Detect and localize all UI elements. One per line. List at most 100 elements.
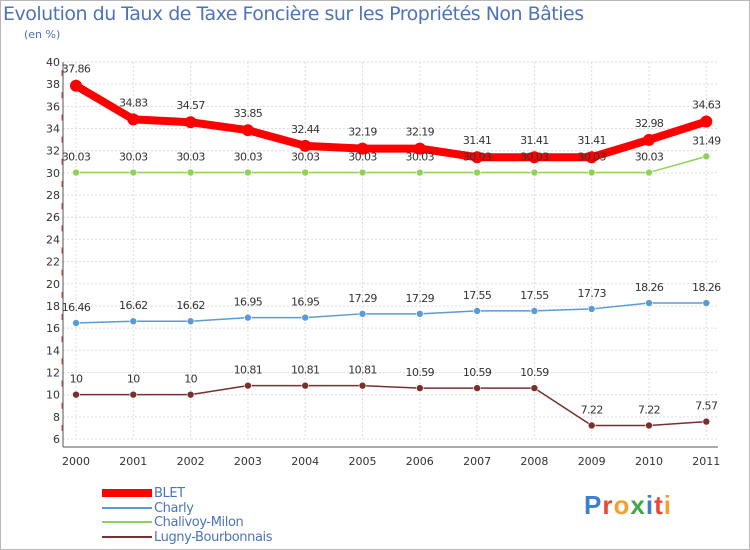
series-line-blet — [72, 81, 711, 162]
data-label: 30.03 — [635, 151, 664, 164]
data-label: 7.22 — [581, 403, 603, 416]
data-label: 10 — [70, 373, 83, 386]
data-label: 17.73 — [577, 287, 606, 300]
data-label: 10.81 — [291, 364, 320, 377]
data-label: 30.03 — [119, 151, 148, 164]
data-label: 10.59 — [463, 366, 492, 379]
x-tick-label: 2009 — [578, 455, 606, 468]
data-point — [244, 381, 252, 390]
data-label: 18.26 — [635, 281, 664, 294]
data-point — [127, 113, 140, 126]
data-label: 7.22 — [638, 403, 660, 416]
data-labels: 37.86 34.83 34.57 33.85 32.44 32.19 32.19 31.41… — [62, 63, 722, 417]
data-label: 37.86 — [62, 63, 91, 76]
data-point — [415, 310, 424, 318]
data-point — [471, 151, 484, 164]
x-tick-label: 2005 — [349, 455, 377, 468]
data-label: 17.29 — [406, 292, 435, 305]
data-label: 30.03 — [62, 151, 91, 164]
data-point — [645, 299, 653, 307]
data-label: 30.03 — [463, 151, 492, 164]
y-tick-label: 12 — [46, 366, 60, 379]
y-tick-label: 36 — [46, 100, 60, 113]
data-label: 30.03 — [234, 151, 263, 164]
data-label: 30.03 — [291, 151, 320, 164]
legend-swatch — [102, 506, 152, 509]
y-tick-label: 10 — [46, 389, 60, 402]
data-point — [72, 319, 80, 327]
data-label: 17.29 — [348, 292, 377, 305]
data-point — [643, 133, 655, 146]
data-label: 17.55 — [463, 289, 492, 302]
data-point — [585, 151, 598, 164]
data-label: 31.41 — [577, 134, 606, 147]
data-point — [186, 168, 195, 177]
data-label: 10 — [127, 373, 140, 386]
data-label: 30.03 — [176, 151, 205, 164]
data-point — [415, 168, 424, 177]
data-point — [72, 390, 80, 399]
data-point — [186, 317, 195, 326]
series-line-chalivoy-milon — [75, 155, 708, 174]
line-chart: 6 8 10 12 14 16 18 20 22 24 26 28 30 32 34 36 38 40 2000 20… — [46, 56, 722, 468]
data-point — [299, 139, 312, 152]
data-label: 32.98 — [635, 117, 664, 130]
data-label: 10.81 — [348, 364, 377, 377]
data-label: 34.57 — [176, 99, 205, 112]
data-label: 32.19 — [406, 126, 435, 139]
data-point — [129, 168, 138, 177]
data-point — [358, 310, 367, 318]
data-point — [186, 390, 195, 399]
x-tick-label: 2002 — [177, 455, 205, 468]
data-point — [301, 168, 310, 177]
data-label: 30.03 — [348, 151, 377, 164]
y-tick-label: 16 — [46, 322, 60, 335]
data-label: 30.03 — [406, 151, 435, 164]
data-point — [587, 168, 596, 177]
data-point — [129, 390, 138, 399]
y-tick-label: 28 — [46, 189, 60, 202]
x-tick-label: 2000 — [62, 455, 90, 468]
y-tick-label: 20 — [46, 278, 60, 291]
data-point — [587, 305, 596, 313]
data-label: 30.03 — [520, 151, 549, 164]
y-tick-label: 8 — [53, 411, 60, 424]
series-line-charly — [75, 302, 708, 324]
proxiti-logo: Proxiti — [584, 490, 672, 520]
axes: 6 8 10 12 14 16 18 20 22 24 26 28 30 32 34 36 38 40 2000 20… — [46, 56, 720, 468]
data-label: 31.49 — [692, 134, 721, 147]
y-tick-label: 24 — [46, 233, 60, 246]
series-line-lugny-bourbonnais — [75, 384, 708, 427]
data-point — [473, 168, 481, 177]
data-point — [700, 115, 713, 128]
y-tick-label: 32 — [46, 145, 60, 158]
legend-swatch — [102, 535, 152, 538]
data-point — [702, 152, 711, 161]
data-label: 30.03 — [577, 151, 606, 164]
data-point — [70, 79, 82, 92]
y-tick-label: 34 — [46, 123, 60, 136]
data-point — [358, 381, 367, 390]
data-point — [473, 384, 481, 392]
legend-label: Lugny-Bourbonnais — [154, 529, 273, 545]
x-tick-label: 2006 — [406, 455, 434, 468]
data-label: 16.62 — [176, 299, 205, 312]
data-label: 31.41 — [463, 134, 492, 147]
data-point — [72, 168, 80, 177]
legend-label: Chalivoy-Milon — [154, 515, 244, 530]
data-label: 16.46 — [62, 301, 91, 314]
x-tick-label: 2007 — [463, 455, 491, 468]
data-label: 10.81 — [234, 364, 263, 377]
legend-swatch — [102, 521, 152, 523]
data-label: 32.44 — [291, 123, 320, 136]
data-point — [301, 313, 310, 322]
data-point — [530, 307, 539, 315]
data-label: 16.62 — [119, 299, 148, 312]
data-point — [702, 417, 711, 426]
grid — [63, 61, 718, 440]
data-point — [530, 384, 539, 392]
data-label: 10 — [184, 373, 197, 386]
legend-label: Charly — [154, 500, 194, 516]
data-point — [358, 168, 367, 177]
